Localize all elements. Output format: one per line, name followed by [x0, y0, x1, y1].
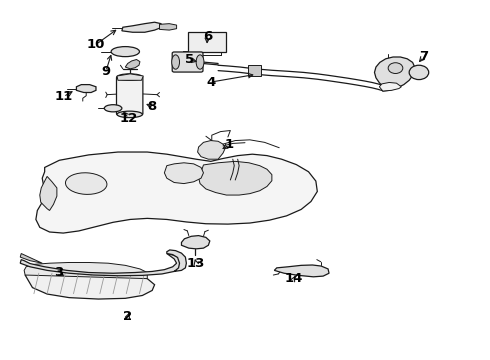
Polygon shape	[40, 176, 57, 211]
Text: 2: 2	[123, 310, 132, 324]
FancyBboxPatch shape	[248, 65, 261, 76]
Polygon shape	[159, 24, 176, 30]
Circle shape	[388, 63, 403, 73]
Text: 1: 1	[225, 138, 234, 151]
Polygon shape	[274, 265, 329, 277]
FancyBboxPatch shape	[172, 52, 203, 72]
Polygon shape	[125, 59, 140, 69]
Text: 3: 3	[54, 266, 63, 279]
Polygon shape	[24, 262, 147, 279]
Text: 14: 14	[285, 272, 303, 285]
Polygon shape	[20, 253, 42, 263]
Ellipse shape	[111, 46, 140, 57]
Text: 13: 13	[187, 257, 205, 270]
Ellipse shape	[117, 74, 143, 80]
Text: 7: 7	[419, 50, 428, 63]
Polygon shape	[167, 250, 186, 271]
Ellipse shape	[172, 55, 179, 69]
Polygon shape	[379, 82, 401, 91]
Polygon shape	[197, 140, 225, 159]
Polygon shape	[36, 152, 318, 233]
Ellipse shape	[104, 105, 122, 112]
Text: 6: 6	[203, 30, 212, 43]
Polygon shape	[20, 253, 184, 276]
Text: 8: 8	[147, 100, 157, 113]
Polygon shape	[181, 235, 210, 249]
FancyBboxPatch shape	[117, 77, 143, 115]
Text: 9: 9	[101, 65, 110, 78]
Text: 11: 11	[54, 90, 73, 103]
Ellipse shape	[117, 111, 143, 118]
Circle shape	[409, 65, 429, 80]
Polygon shape	[76, 85, 96, 93]
Polygon shape	[198, 161, 272, 195]
FancyBboxPatch shape	[188, 32, 226, 52]
Ellipse shape	[196, 55, 204, 69]
Polygon shape	[164, 163, 203, 184]
Text: 12: 12	[120, 112, 138, 125]
Polygon shape	[25, 271, 155, 299]
Text: 5: 5	[185, 53, 195, 66]
Text: 10: 10	[87, 38, 105, 51]
Polygon shape	[122, 22, 162, 32]
Ellipse shape	[66, 173, 107, 194]
Text: 4: 4	[206, 76, 216, 89]
Polygon shape	[374, 57, 415, 91]
Polygon shape	[117, 74, 144, 80]
